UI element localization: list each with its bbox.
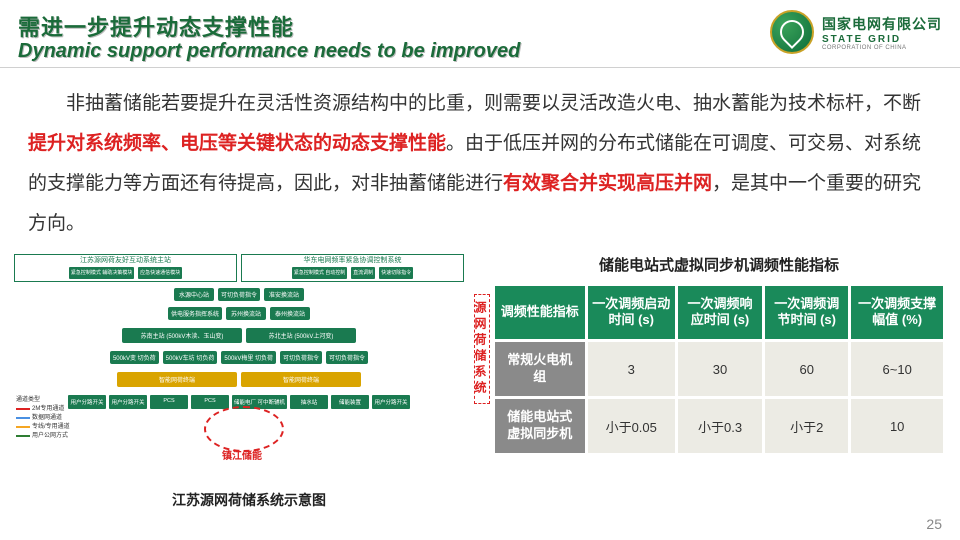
diagram-bottom-node: 用户分路开关: [68, 395, 106, 409]
diagram-smart-node: 智能网荷终端: [117, 372, 237, 387]
paragraph: 非抽蓄储能若要提升在灵活性资源结构中的比重，则需要以灵活改造火电、抽水蓄能为技术…: [0, 68, 960, 254]
page-number: 25: [926, 516, 942, 532]
legend-item: 2M专用通道: [32, 405, 64, 414]
diagram-top-right-box: 华东电网频率紧急协调控制系统 紧急控制模式 自动控制 直流调制 快速切除指令: [241, 254, 464, 282]
logo-name-en2: CORPORATION OF CHINA: [822, 45, 942, 51]
slide-header: 需进一步提升动态支撑性能 Dynamic support performance…: [0, 0, 960, 68]
diagram-main-node: 苏北主站 (500kV上河变): [246, 328, 356, 343]
diagram-bottom-node: 用户分路开关: [372, 395, 410, 409]
diagram-legend: 通道类型 2M专用通道 数据网通道 专线/专用通道 用户公网方式: [16, 396, 70, 441]
diagram-node: 可切负荷指令: [218, 288, 260, 301]
diagram-node: 500kV变 切负荷: [110, 351, 159, 364]
diagram-node: 快速切除指令: [379, 267, 413, 279]
diagram-node: 紧急控制模式 辅助决策模块: [69, 267, 134, 279]
diagram-bottom-node: PCS: [150, 395, 188, 409]
legend-item: 数据网通道: [32, 414, 62, 423]
diagram-node: 紧急控制模式 自动控制: [292, 267, 347, 279]
table-cell: 小于2: [764, 398, 850, 455]
diagram-node: 500kV车坊 切负荷: [163, 351, 218, 364]
table-row: 常规火电机组 3 30 60 6~10: [494, 341, 945, 398]
diagram-node: 准安换流站: [264, 288, 304, 301]
title-english: Dynamic support performance needs to be …: [18, 40, 770, 63]
table-cell: 小于0.05: [586, 398, 676, 455]
state-grid-logo-icon: [770, 10, 814, 54]
table-cell: 30: [676, 341, 763, 398]
table-block: 储能电站式虚拟同步机调频性能指标 调频性能指标 一次调频启动时间 (s) 一次调…: [492, 254, 946, 456]
title-chinese: 需进一步提升动态支撑性能: [18, 10, 770, 42]
diagram-node: 水源中心站: [174, 288, 214, 301]
diagram-top-right-title: 华东电网频率紧急协调控制系统: [243, 256, 462, 266]
diagram-bottom-node: PCS: [191, 395, 229, 409]
diagram-node: 泰州换流站: [270, 307, 310, 320]
logo-text: 国家电网有限公司 STATE GRID CORPORATION OF CHINA: [822, 14, 942, 51]
table-cell: 60: [764, 341, 850, 398]
table-cell: 10: [850, 398, 945, 455]
diagram-bottom-node: 抽水站: [290, 395, 328, 409]
title-block: 需进一步提升动态支撑性能 Dynamic support performance…: [18, 10, 770, 63]
logo-name-cn: 国家电网有限公司: [822, 14, 942, 34]
legend-item: 专线/专用通道: [32, 423, 70, 432]
diagram-node: 可切负荷指令: [326, 351, 368, 364]
legend-item: 用户公网方式: [32, 432, 68, 441]
performance-table: 调频性能指标 一次调频启动时间 (s) 一次调频响应时间 (s) 一次调频调节时…: [492, 283, 946, 456]
diagram-main-node: 苏南主站 (500kV木渎、玉山变): [122, 328, 242, 343]
diagram-top-left-title: 江苏源网荷友好互动系统主站: [16, 256, 235, 266]
diagram-node: 直流调制: [351, 267, 375, 279]
diagram-node: 500kV梅里 切负荷: [221, 351, 276, 364]
table-header: 一次调频启动时间 (s): [586, 284, 676, 341]
highlight-2: 有效聚合并实现高压并网: [503, 173, 712, 194]
diagram-node: 可切负荷指令: [280, 351, 322, 364]
table-cell: 小于0.3: [676, 398, 763, 455]
diagram-smart-node: 智能网荷终端: [241, 372, 361, 387]
table-row: 储能电站式虚拟同步机 小于0.05 小于0.3 小于2 10: [494, 398, 945, 455]
diagram-bottom-node: 储能电厂 可中断辅机: [232, 395, 287, 409]
diagram-highlight-circle: [204, 406, 284, 452]
diagram-caption: 江苏源网荷储系统示意图: [14, 490, 484, 510]
diagram-wrapper: 江苏源网荷友好互动系统主站 紧急控制模式 辅助决策模块 应急快速通信模块 华东电…: [14, 254, 484, 510]
table-cell: 6~10: [850, 341, 945, 398]
content-row: 江苏源网荷友好互动系统主站 紧急控制模式 辅助决策模块 应急快速通信模块 华东电…: [0, 254, 960, 510]
highlight-1: 提升对系统频率、电压等关键状态的动态支撑性能: [28, 133, 446, 154]
diagram-node: 苏州换流站: [226, 307, 266, 320]
table-row-label: 常规火电机组: [494, 341, 587, 398]
diagram-highlight-label: 镇江储能: [222, 447, 262, 462]
diagram-node: 应急快速通信模块: [138, 267, 182, 279]
logo-name-en1: STATE GRID: [822, 34, 942, 45]
diagram-top-left-box: 江苏源网荷友好互动系统主站 紧急控制模式 辅助决策模块 应急快速通信模块: [14, 254, 237, 282]
table-cell: 3: [586, 341, 676, 398]
table-header: 一次调频响应时间 (s): [676, 284, 763, 341]
legend-title: 通道类型: [16, 396, 70, 405]
diagram-bottom-node: 储能装置: [331, 395, 369, 409]
diagram-side-label: 源网荷储系统: [474, 294, 490, 404]
table-title: 储能电站式虚拟同步机调频性能指标: [492, 254, 946, 275]
logo-block: 国家电网有限公司 STATE GRID CORPORATION OF CHINA: [770, 10, 942, 54]
diagram-node: 供电服务指挥系统: [168, 307, 222, 320]
diagram-bottom-node: 用户分路开关: [109, 395, 147, 409]
table-row-label: 储能电站式虚拟同步机: [494, 398, 587, 455]
table-header: 一次调频调节时间 (s): [764, 284, 850, 341]
table-header: 一次调频支撑幅值 (%): [850, 284, 945, 341]
system-diagram: 江苏源网荷友好互动系统主站 紧急控制模式 辅助决策模块 应急快速通信模块 华东电…: [14, 254, 464, 484]
table-header: 调频性能指标: [494, 284, 587, 341]
paragraph-part1: 非抽蓄储能若要提升在灵活性资源结构中的比重，则需要以灵活改造火电、抽水蓄能为技术…: [66, 93, 921, 114]
